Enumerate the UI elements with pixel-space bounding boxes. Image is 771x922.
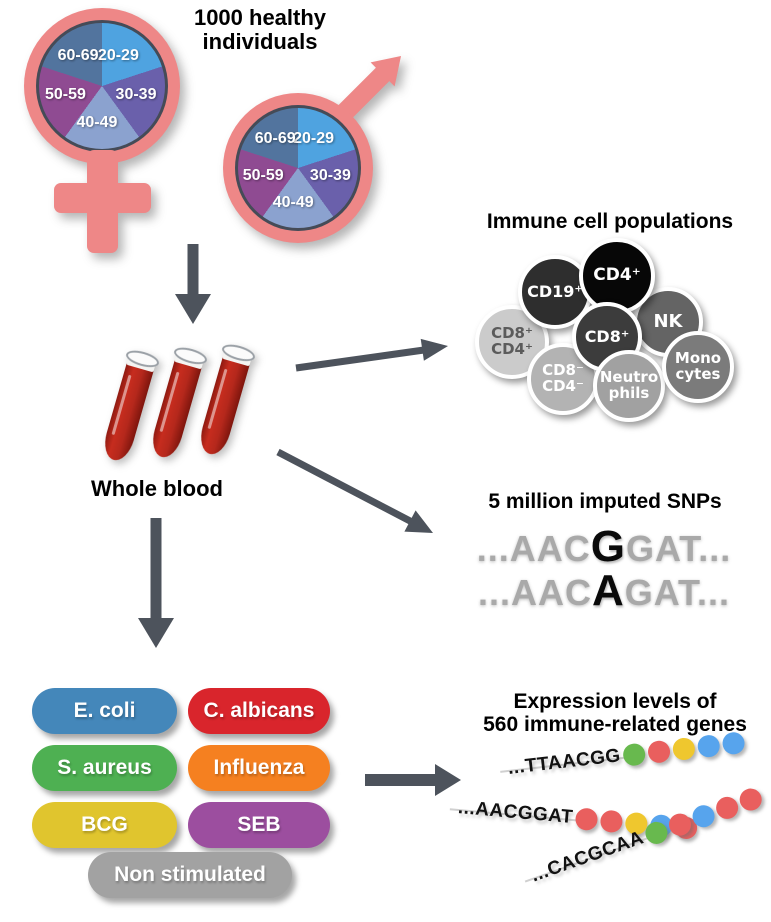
red-dot-icon [713, 793, 742, 822]
cell-monocytes: Mono cytes [662, 331, 734, 403]
blue-dot-icon [696, 733, 722, 759]
strand-sequence: ...AACGGAT [457, 797, 575, 829]
male-symbol-icon: 20-29 30-39 40-49 50-59 60-69 [223, 42, 433, 247]
immune-cells-title: Immune cell populations [486, 210, 734, 233]
stimulus-non-stimulated: Non stimulated [88, 852, 292, 898]
red-dot-icon [736, 785, 765, 814]
red-dot-icon [599, 809, 624, 834]
stimulus-seb: SEB [188, 802, 330, 848]
arrow-to-immune-cells-icon [295, 338, 448, 372]
snp-sequence-2: ...AACAGAT... [454, 569, 754, 614]
cohort-title: 1000 healthy individuals [193, 5, 327, 54]
green-dot-icon [642, 818, 671, 847]
snp-allele: G [590, 522, 626, 571]
female-age-pie-chart: 20-29 30-39 40-49 50-59 60-69 [39, 23, 165, 149]
pie-border: 20-29 30-39 40-49 50-59 60-69 [235, 105, 361, 231]
cell-cd4pos: CD4⁺ [579, 238, 655, 314]
yellow-dot-icon [672, 736, 697, 762]
blue-dot-icon [689, 802, 718, 831]
snp-sequence-1: ...AACGGAT... [454, 525, 754, 570]
age-label: 40-49 [272, 193, 314, 211]
green-dot-icon [622, 742, 647, 767]
male-age-pie-chart: 20-29 30-39 40-49 50-59 60-69 [238, 108, 358, 228]
expression-title: Expression levels of 560 immune-related … [483, 690, 747, 736]
snp-prefix: ...AAC [477, 572, 592, 613]
age-label: 30-39 [115, 85, 157, 103]
stimulus-ecoli: E. coli [32, 688, 177, 734]
arrow-down-icon [138, 518, 174, 648]
snp-suffix: GAT... [624, 572, 731, 613]
age-label: 60-69 [57, 46, 99, 64]
age-label: 20-29 [293, 130, 335, 148]
snp-sequences: ...AACGGAT... ...AACAGAT... [454, 525, 754, 614]
female-cross-horizontal [54, 183, 151, 213]
age-label: 60-69 [254, 130, 296, 148]
expression-strand: ...CACGCAA [528, 784, 766, 890]
strand-sequence: ...CACGCAA [528, 827, 647, 887]
snps-title: 5 million imputed SNPs [488, 490, 722, 513]
age-label: 40-49 [76, 113, 118, 131]
snp-allele: A [591, 566, 625, 615]
cell-cd8pos-cd4pos: CD8⁺ CD4⁺ [475, 305, 549, 379]
arrow-down-icon [175, 244, 211, 324]
cell-neutrophils: Neutro phils [593, 350, 665, 422]
female-ring: 20-29 30-39 40-49 50-59 60-69 [24, 8, 180, 164]
red-dot-icon [647, 739, 672, 764]
age-label: 50-59 [242, 167, 284, 185]
age-label: 50-59 [44, 85, 86, 103]
strand-sequence: ...TTAACGG [506, 745, 622, 779]
snp-prefix: ...AAC [476, 528, 591, 569]
expression-strand: ...TTAACGG [507, 729, 747, 782]
whole-blood-label: Whole blood [91, 476, 223, 501]
pie-border: 20-29 30-39 40-49 50-59 60-69 [36, 20, 168, 152]
red-dot-icon [575, 807, 599, 832]
male-ring: 20-29 30-39 40-49 50-59 60-69 [223, 93, 373, 243]
age-label: 20-29 [97, 46, 139, 64]
stimulus-bcg: BCG [32, 802, 177, 848]
stimulus-calbicans: C. albicans [188, 688, 330, 734]
red-dot-icon [665, 810, 694, 839]
age-label: 30-39 [309, 167, 351, 185]
strand-dots [622, 731, 747, 767]
snp-suffix: GAT... [625, 528, 732, 569]
stimulus-saureus: S. aureus [32, 745, 177, 791]
arrow-to-snps-icon [276, 448, 433, 533]
arrow-to-expression-icon [365, 764, 461, 796]
blue-dot-icon [721, 731, 747, 756]
female-symbol-icon: 20-29 30-39 40-49 50-59 60-69 [24, 8, 184, 258]
stimulus-influenza: Influenza [188, 745, 330, 791]
